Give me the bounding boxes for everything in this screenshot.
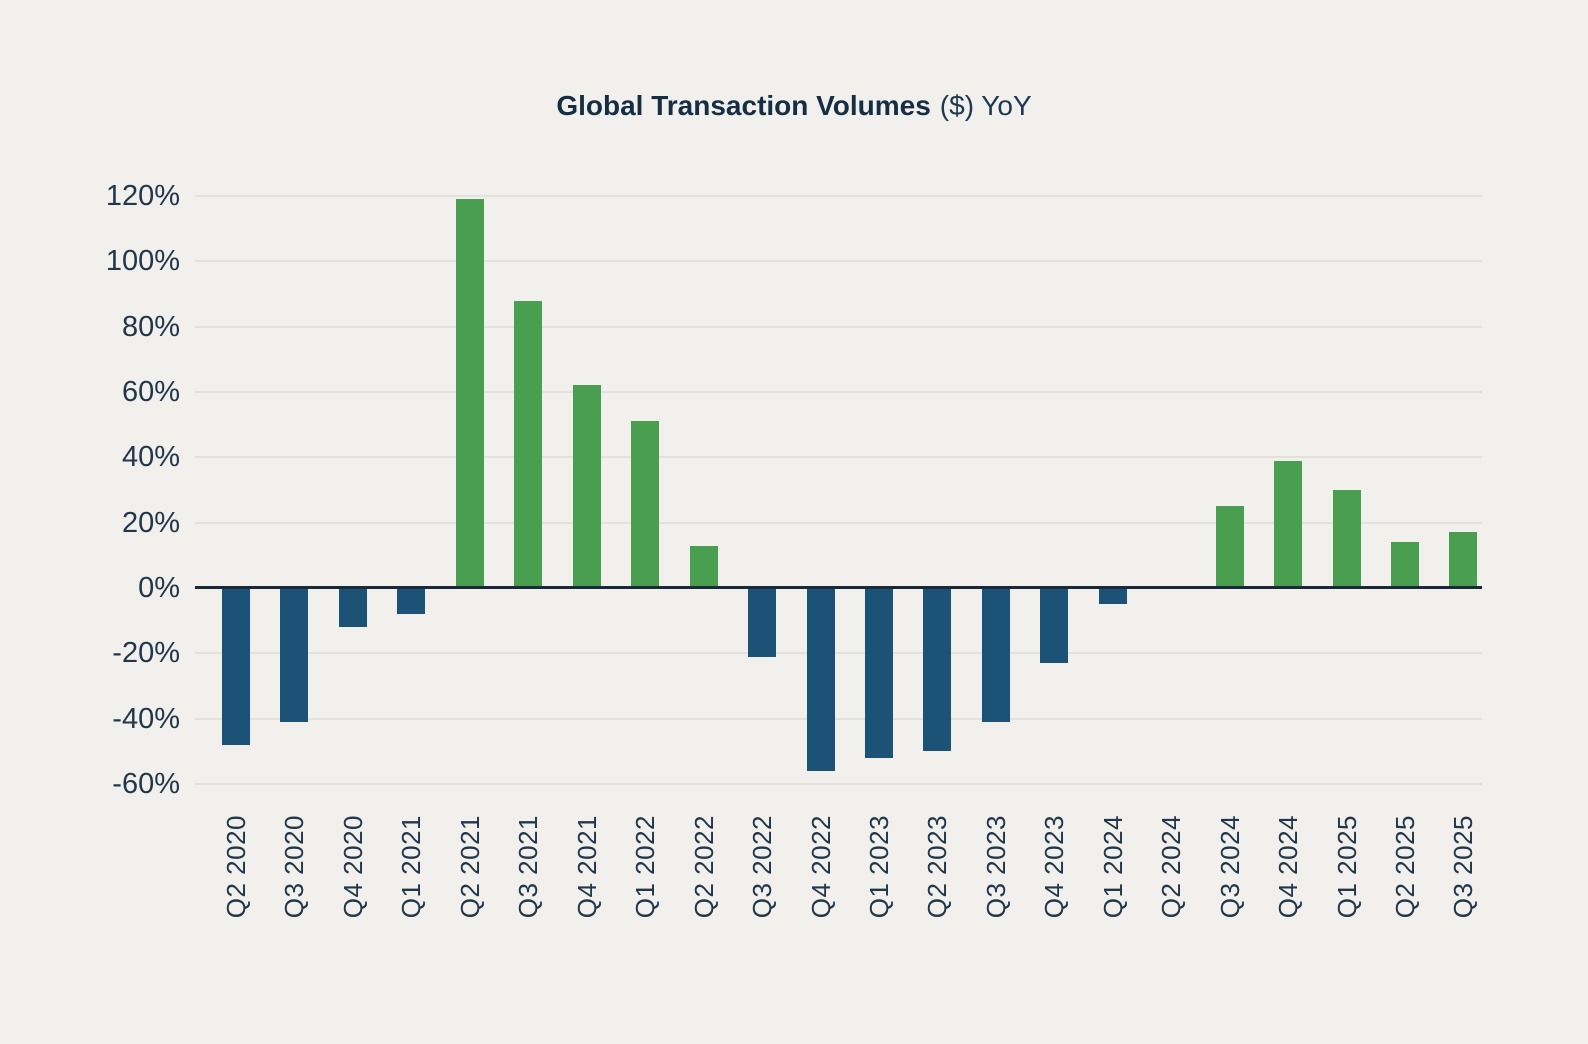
x-tick-label: Q1 2024	[1097, 815, 1128, 919]
y-tick-label: 120%	[105, 180, 180, 212]
gridline	[195, 391, 1482, 393]
x-tick-label: Q2 2021	[454, 815, 485, 919]
gridline	[195, 325, 1482, 328]
y-tick-label: 40%	[121, 441, 180, 474]
x-tick-label: Q1 2022	[630, 815, 661, 919]
bar	[748, 588, 777, 657]
bar	[923, 588, 952, 752]
gridline	[195, 783, 1482, 785]
x-tick-label: Q3 2022	[747, 815, 778, 919]
bar	[864, 588, 893, 758]
bar	[572, 385, 601, 588]
x-tick-label: Q1 2025	[1331, 815, 1362, 919]
y-tick-label: 100%	[105, 245, 180, 278]
gridline	[195, 652, 1482, 655]
x-tick-label: Q4 2023	[1039, 815, 1070, 919]
gridline	[195, 456, 1482, 459]
chart-title-suffix: ($) YoY	[939, 90, 1032, 121]
x-tick-label: Q3 2025	[1448, 815, 1479, 919]
bar	[338, 588, 367, 628]
bar	[455, 199, 484, 588]
gridline	[195, 195, 1482, 197]
y-tick-label: 60%	[121, 376, 180, 408]
bar	[631, 421, 660, 588]
x-tick-label: Q2 2024	[1156, 815, 1187, 919]
bar	[1215, 506, 1244, 588]
x-tick-label: Q1 2023	[863, 815, 894, 919]
bar	[981, 588, 1010, 722]
bar	[1274, 460, 1303, 588]
gridline	[195, 717, 1482, 720]
y-tick-label: 0%	[138, 572, 180, 604]
bar	[806, 588, 835, 771]
x-tick-label: Q4 2022	[805, 815, 836, 919]
x-tick-label: Q2 2023	[922, 815, 953, 919]
x-tick-label: Q4 2021	[571, 815, 602, 919]
chart-title: Global Transaction Volumes ($) YoY	[0, 90, 1588, 122]
x-tick-label: Q2 2025	[1390, 815, 1420, 919]
bar	[1391, 542, 1419, 588]
gridline	[195, 521, 1482, 524]
x-tick-label: Q1 2021	[396, 815, 427, 919]
y-tick-label: -60%	[112, 768, 180, 800]
x-axis-line	[195, 586, 1482, 589]
bar	[1449, 532, 1478, 588]
y-tick-label: 20%	[121, 506, 180, 539]
bar	[514, 300, 543, 588]
x-tick-label: Q3 2024	[1214, 815, 1245, 919]
y-tick-label: -20%	[112, 637, 180, 670]
bar	[1098, 588, 1127, 605]
bar	[397, 588, 426, 615]
x-tick-label: Q2 2020	[221, 815, 251, 919]
bar	[222, 588, 250, 745]
bar	[1040, 588, 1069, 664]
y-tick-label: -40%	[112, 702, 180, 735]
x-tick-label: Q3 2020	[279, 815, 310, 919]
x-tick-label: Q2 2022	[688, 815, 719, 919]
chart-title-main: Global Transaction Volumes	[556, 90, 931, 121]
bar	[689, 545, 718, 588]
bar	[1332, 490, 1361, 588]
x-tick-label: Q3 2021	[513, 815, 544, 919]
x-tick-label: Q3 2023	[980, 815, 1011, 919]
gridline	[195, 260, 1482, 263]
bar	[280, 588, 309, 722]
y-tick-label: 80%	[121, 310, 180, 343]
x-tick-label: Q4 2024	[1273, 815, 1304, 919]
x-tick-label: Q4 2020	[337, 815, 368, 919]
